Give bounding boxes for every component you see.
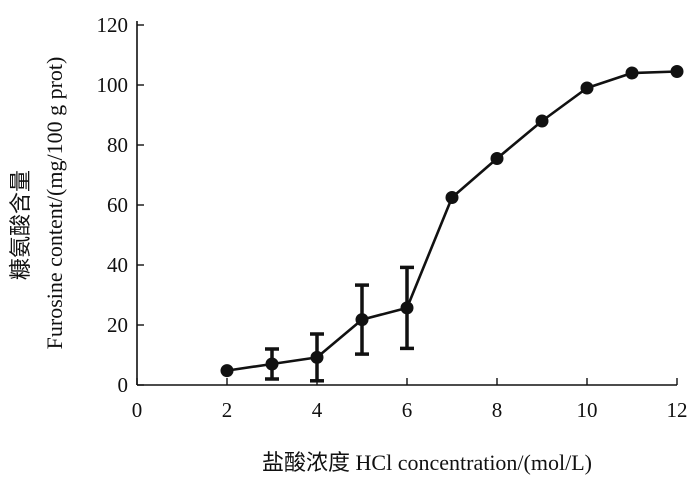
y-tick-label: 80 bbox=[107, 133, 128, 157]
x-tick-label: 12 bbox=[667, 398, 688, 422]
data-point bbox=[580, 81, 594, 95]
data-point bbox=[490, 152, 504, 165]
x-tick-label: 2 bbox=[222, 398, 233, 422]
y-tick-label: 120 bbox=[97, 13, 129, 37]
x-axis-label: 盐酸浓度 HCl concentration/(mol/L) bbox=[262, 450, 592, 475]
data-point bbox=[445, 191, 459, 204]
error-bars bbox=[265, 265, 414, 383]
data-point bbox=[265, 357, 279, 371]
x-axis-ticks: 0 2 4 6 8 10 12 bbox=[132, 378, 688, 422]
y-axis-label-english: Furosine content/(mg/100 g prot) bbox=[42, 57, 67, 350]
data-point bbox=[535, 114, 549, 128]
y-tick-label: 60 bbox=[107, 193, 128, 217]
x-tick-label: 8 bbox=[492, 398, 503, 422]
data-point bbox=[670, 65, 684, 78]
y-tick-label: 100 bbox=[97, 73, 129, 97]
data-point bbox=[310, 350, 324, 364]
x-tick-label: 10 bbox=[577, 398, 598, 422]
y-tick-label: 40 bbox=[107, 253, 128, 277]
y-axis-label-chinese: 糠氨酸含量 bbox=[8, 170, 33, 280]
series-line bbox=[226, 70, 678, 372]
data-series bbox=[220, 65, 684, 378]
y-tick-label: 20 bbox=[107, 313, 128, 337]
x-tick-label: 6 bbox=[402, 398, 413, 422]
x-tick-label: 0 bbox=[132, 398, 143, 422]
data-point bbox=[400, 301, 414, 315]
y-axis-ticks: 0 20 40 60 80 100 120 bbox=[97, 13, 144, 397]
data-point bbox=[220, 364, 234, 378]
x-tick-label: 4 bbox=[312, 398, 323, 422]
data-point bbox=[355, 313, 369, 327]
y-tick-label: 0 bbox=[118, 373, 129, 397]
data-point bbox=[625, 66, 639, 80]
